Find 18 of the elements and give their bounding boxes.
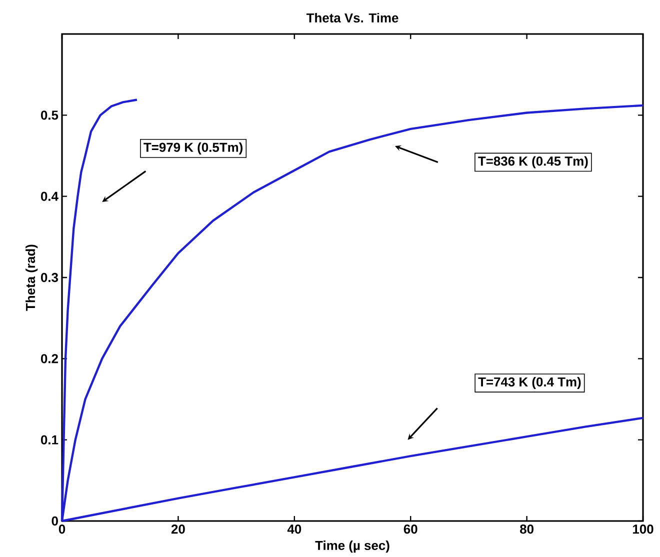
y-axis-title: Theta (rad) [26, 244, 38, 311]
annotation: T=979 K (0.5Tm) [144, 142, 242, 154]
y-tick-label: 0.3 [40, 272, 58, 282]
x-tick-label: 100 [633, 524, 654, 534]
annotation: T=743 K (0.4 Tm) [478, 376, 581, 390]
x-tick-label: 60 [404, 524, 418, 534]
x-tick-label: 80 [520, 524, 534, 534]
x-tick-label: 40 [287, 524, 302, 534]
x-tick-label: 20 [171, 524, 185, 534]
annotation: T=836 K (0.45 Tm) [478, 156, 588, 168]
x-tick-label: 0 [58, 524, 66, 534]
x-axis-title: Time (µ sec) [315, 540, 390, 553]
y-tick-label: 0.1 [40, 435, 58, 444]
y-tick-label: 0.2 [40, 354, 58, 364]
y-tick-label: 0.4 [40, 192, 58, 201]
chart-title: Theta Vs. Time [306, 12, 398, 23]
y-tick-label: 0.5 [40, 110, 58, 120]
y-tick-label: 0 [52, 516, 58, 526]
